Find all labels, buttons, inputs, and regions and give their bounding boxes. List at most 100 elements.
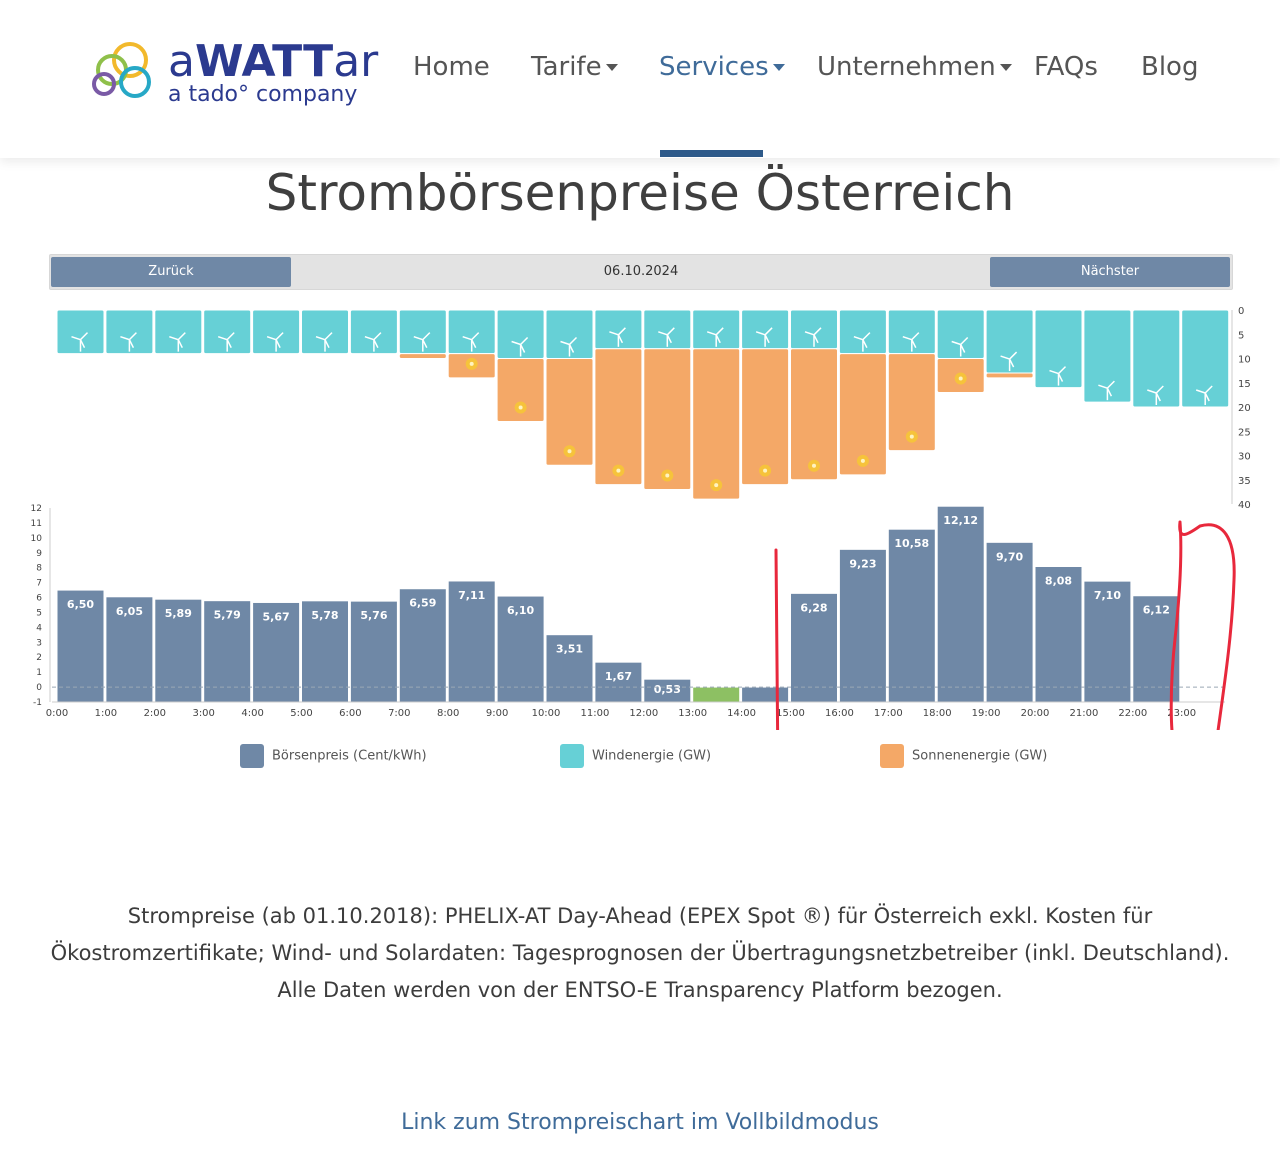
x-tick-label: 11:00 xyxy=(580,708,609,719)
sun-icon-center xyxy=(567,449,572,454)
wind-bar xyxy=(1132,309,1181,408)
wind-turbine-icon xyxy=(560,336,578,357)
chevron-down-icon xyxy=(999,64,1012,71)
price-bar[interactable] xyxy=(594,661,643,703)
data-source-description: Strompreise (ab 01.10.2018): PHELIX-AT D… xyxy=(50,904,1230,1002)
price-bar[interactable] xyxy=(1034,565,1083,703)
awattar-logo[interactable]: aWATTar a tado° company xyxy=(90,36,378,110)
price-bar[interactable] xyxy=(496,595,545,703)
wind-turbine-icon xyxy=(658,327,675,347)
chevron-down-icon xyxy=(605,64,618,71)
wind-turbine-icon xyxy=(706,327,724,347)
wind-bar xyxy=(1034,309,1083,389)
price-tick-label: 10 xyxy=(31,534,43,544)
price-data-label: 9,23 xyxy=(849,557,876,570)
chevron-down-icon xyxy=(772,64,785,71)
negative-price-bar[interactable] xyxy=(741,686,790,703)
solar-bar xyxy=(838,353,887,476)
x-tick-label: 1:00 xyxy=(95,708,117,719)
x-tick-label: 18:00 xyxy=(923,708,952,719)
nav-unternehmen[interactable]: Unternehmen xyxy=(817,52,1012,82)
legend-swatch-wind xyxy=(560,744,584,768)
page-title: Strombörsenpreise Österreich xyxy=(265,164,1015,222)
wind-turbine-icon xyxy=(120,332,137,352)
price-data-label: 6,10 xyxy=(507,604,534,617)
nav-home[interactable]: Home xyxy=(413,52,490,82)
wind-bar xyxy=(56,309,105,355)
price-bar[interactable] xyxy=(203,600,252,703)
x-tick-label: 16:00 xyxy=(825,708,854,719)
fullscreen-chart-link[interactable]: Link zum Strompreischart im Vollbildmodu… xyxy=(401,1110,879,1135)
nav-blog[interactable]: Blog xyxy=(1141,52,1199,82)
wind-turbine-icon xyxy=(853,332,871,352)
x-tick-label: 22:00 xyxy=(1118,708,1147,719)
sun-icon-center xyxy=(763,468,768,473)
price-data-label: 5,89 xyxy=(165,607,192,620)
price-data-label: 5,67 xyxy=(263,610,290,623)
date-navigator: 06.10.2024 Zurück Nächster xyxy=(49,254,1233,290)
price-bar[interactable] xyxy=(349,600,398,703)
x-tick-label: 12:00 xyxy=(629,708,658,719)
wind-turbine-icon xyxy=(217,332,235,352)
price-bar[interactable] xyxy=(398,588,447,703)
wind-turbine-icon xyxy=(1049,366,1067,386)
price-bar[interactable] xyxy=(936,505,985,703)
x-tick-label: 19:00 xyxy=(972,708,1001,719)
logo-wordmark: aWATTar xyxy=(168,36,379,87)
wind-turbine-icon xyxy=(169,332,186,352)
price-tick-label: 11 xyxy=(31,519,42,529)
price-bar[interactable] xyxy=(985,541,1034,703)
energy-tick-label: 30 xyxy=(1238,452,1251,463)
price-tick-label: 9 xyxy=(36,549,42,559)
energy-tick-label: 20 xyxy=(1238,403,1251,414)
price-data-label: 7,11 xyxy=(458,589,485,602)
price-tick-label: 2 xyxy=(36,653,42,663)
price-tick-label: 8 xyxy=(36,564,42,574)
legend-item-price[interactable]: Börsenpreis (Cent/kWh) xyxy=(240,744,427,770)
price-bar[interactable] xyxy=(887,528,936,703)
sun-icon-center xyxy=(469,361,474,366)
price-tick-label: -1 xyxy=(33,698,42,708)
energy-tick-label: 40 xyxy=(1238,500,1251,511)
previous-day-button[interactable]: Zurück xyxy=(51,257,291,287)
price-bar[interactable] xyxy=(838,548,887,703)
wind-turbine-icon xyxy=(804,327,822,347)
solar-bar xyxy=(692,348,741,500)
x-tick-label: 0:00 xyxy=(46,708,68,719)
sun-icon-center xyxy=(909,434,914,439)
sun-icon-center xyxy=(665,473,670,478)
next-day-button[interactable]: Nächster xyxy=(990,257,1230,287)
nav-faqs[interactable]: FAQs xyxy=(1034,52,1098,82)
x-tick-label: 17:00 xyxy=(874,708,903,719)
price-data-label: 7,10 xyxy=(1094,589,1121,602)
wind-turbine-icon xyxy=(1147,385,1164,405)
nav-tarife[interactable]: Tarife xyxy=(531,52,618,82)
price-tick-label: 12 xyxy=(31,504,42,514)
legend-item-solar[interactable]: Sonnenenergie (GW) xyxy=(880,744,1047,770)
price-data-label: 6,28 xyxy=(800,601,827,614)
solar-bar xyxy=(496,358,545,423)
price-bar[interactable] xyxy=(545,634,594,703)
price-bar[interactable] xyxy=(301,600,349,703)
negative-price-bar[interactable] xyxy=(692,686,741,703)
x-tick-label: 3:00 xyxy=(192,708,214,719)
sun-icon-center xyxy=(518,405,523,410)
x-tick-label: 15:00 xyxy=(776,708,805,719)
current-date: 06.10.2024 xyxy=(603,264,679,279)
legend-swatch-solar xyxy=(880,744,904,768)
price-bar[interactable] xyxy=(105,596,154,703)
price-tick-label: 1 xyxy=(36,668,42,678)
wind-turbine-icon xyxy=(1195,385,1213,405)
solar-bar xyxy=(887,353,936,452)
sun-icon-center xyxy=(616,468,621,473)
legend-item-wind[interactable]: Windenergie (GW) xyxy=(560,744,711,770)
price-data-label: 0,53 xyxy=(654,683,681,696)
x-tick-label: 2:00 xyxy=(144,708,166,719)
energy-tick-label: 15 xyxy=(1238,379,1251,390)
wind-turbine-icon xyxy=(413,332,431,352)
nav-services[interactable]: Services xyxy=(659,52,785,82)
price-data-label: 6,50 xyxy=(67,598,94,611)
price-data-label: 8,08 xyxy=(1045,574,1072,587)
main-nav: Home Tarife Services Unternehmen FAQs Bl… xyxy=(0,52,1280,92)
price-bar[interactable] xyxy=(154,598,203,703)
